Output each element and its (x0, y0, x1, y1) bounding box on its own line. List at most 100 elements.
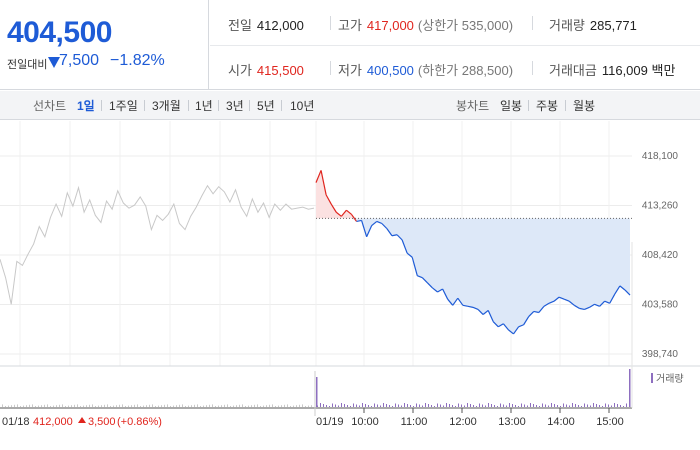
volume-bar (461, 404, 462, 407)
volume-bar (164, 404, 165, 407)
volume-bar (209, 404, 210, 407)
volume-bar (569, 405, 570, 407)
range-3y-tab[interactable]: 3년 (226, 99, 244, 113)
low-value: 400,500 (366, 63, 414, 78)
volume-bar (593, 403, 594, 407)
today-line-segment (589, 303, 595, 308)
lower-limit: (하한가 288,500) (417, 63, 514, 78)
volume-bar (626, 403, 627, 407)
today-line-segment (462, 304, 469, 307)
today-line-segment (366, 225, 373, 238)
volume-bar (419, 404, 420, 407)
volume-bar (233, 405, 234, 407)
volume-bar (386, 404, 387, 407)
volume-bar (107, 404, 108, 407)
volume-bar (182, 404, 183, 407)
volume-bar (530, 403, 531, 407)
divider (565, 100, 566, 111)
volume-bar (368, 405, 369, 407)
today-line-segment (533, 310, 539, 314)
range-5y-tab[interactable]: 5년 (257, 99, 275, 113)
candle-daily-tab[interactable]: 일봉 (500, 99, 523, 113)
range-10y-tab[interactable]: 10년 (290, 99, 315, 113)
y-tick-label: 413,260 (642, 201, 679, 212)
volume-bar (608, 404, 609, 407)
x-axis-ticks: 01/19 10:00 11:00 12:00 13:00 14:00 15:00 (316, 408, 624, 428)
volume-bar (548, 405, 549, 407)
volume-bar (560, 406, 561, 407)
volume-bar (41, 405, 42, 407)
range-1w-tab[interactable]: 1주일 (109, 99, 138, 113)
volume-bar (611, 405, 612, 407)
volume-bar (614, 403, 615, 407)
volume-bar (488, 403, 489, 407)
today-line-segment (573, 304, 580, 309)
volume-bar (464, 405, 465, 407)
volume-bar (212, 404, 213, 407)
line-chart-label: 선차트 (33, 99, 67, 113)
volume-bar (284, 404, 285, 407)
high-label: 고가 (338, 18, 362, 33)
volume-bar (587, 404, 588, 407)
current-price: 404,500 (7, 16, 112, 49)
range-3m-tab[interactable]: 3개월 (152, 99, 181, 113)
volume-bar (371, 406, 372, 407)
volume-bar (278, 405, 279, 407)
volume-bar (140, 406, 141, 407)
volume-bar (542, 403, 543, 407)
today-line-segment (624, 289, 631, 296)
volume-bar (14, 404, 15, 407)
volume-bar (515, 405, 516, 407)
volume-bar (617, 404, 618, 407)
low-stat: 저가 400,500 (하한가 288,500) (338, 60, 513, 79)
volume-bar (2, 404, 3, 407)
today-line-segment (492, 321, 499, 328)
volume-bar (320, 403, 321, 407)
today-line-segment (558, 296, 565, 300)
today-line-segment (417, 275, 423, 279)
volume-bar (5, 406, 6, 407)
divider (101, 100, 102, 111)
high-stat: 고가 417,000 (상한가 535,000) (338, 15, 513, 34)
today-line-segment (350, 213, 358, 222)
y-axis-ticks: 418,100 413,260 408,420 403,580 398,740 (642, 151, 679, 360)
volume-bar (224, 404, 225, 407)
footer-rate: (+0.86%) (117, 416, 162, 428)
volume-bar (296, 405, 297, 407)
volume-bar (470, 404, 471, 407)
volume-bar (8, 405, 9, 407)
range-1y-tab[interactable]: 1년 (195, 99, 213, 113)
volume-bar (374, 403, 375, 407)
x-tick-label: 14:00 (547, 416, 575, 428)
volume-legend-label: 거래량 (656, 373, 684, 385)
volume-bar (311, 405, 312, 407)
volume-bar (482, 404, 483, 407)
candle-weekly-tab[interactable]: 주봉 (536, 99, 559, 113)
open-label: 시가 (228, 63, 252, 78)
amount-unit: 백만 (651, 63, 676, 78)
range-1d-tab[interactable]: 1일 (77, 99, 95, 113)
volume-bar (599, 405, 600, 407)
volume-bar (302, 404, 303, 407)
volume-bar (77, 404, 78, 407)
volume-bar (554, 404, 555, 407)
volume-bar (545, 404, 546, 407)
volume-bar (473, 405, 474, 407)
below-reference-fill (316, 170, 630, 334)
volume-bar (410, 405, 411, 407)
volume-bar (308, 405, 309, 407)
today-line-segment (346, 209, 352, 215)
y-tick-label: 418,100 (642, 151, 679, 162)
quote-header: 404,500 전일대비 7,500 −1.82% 전일 412,000 고가 41… (0, 0, 700, 90)
volume-bar (428, 404, 429, 407)
volume-bar (122, 404, 123, 407)
volume-bar (293, 405, 294, 407)
volume-bar (629, 369, 631, 407)
today-line-segment (584, 306, 590, 310)
candle-monthly-tab[interactable]: 월봉 (573, 99, 596, 113)
volume-bar (341, 403, 342, 407)
prev-close-stat: 전일 412,000 (228, 15, 304, 34)
today-line-segment (447, 298, 454, 306)
today-line-segment (315, 170, 322, 183)
